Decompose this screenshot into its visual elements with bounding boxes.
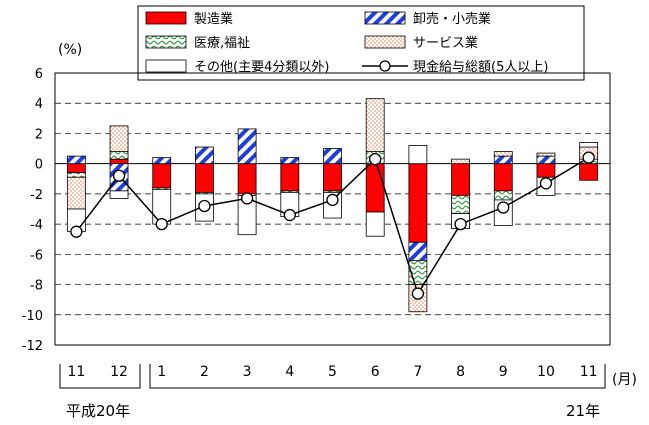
total-wages-point (411, 287, 425, 300)
legend-label-total-wages: 現金給与総額(5人以上) (413, 59, 548, 75)
total-wages-point (70, 225, 83, 238)
x-tick-label: 2 (200, 364, 209, 380)
legend-label-services: サービス業 (413, 35, 478, 51)
x-tick-label: 1 (157, 364, 166, 380)
x-unit-label: (月) (612, 372, 637, 388)
y-tick-label: 4 (35, 97, 43, 112)
y-tick-label: -2 (30, 188, 43, 203)
bar-manufacturing (195, 163, 214, 193)
x-tick-label: 11 (67, 364, 85, 380)
total-wages-point (112, 169, 126, 182)
bar-manufacturing (109, 158, 129, 165)
bar-manufacturing (365, 163, 385, 213)
bar-other (408, 145, 428, 165)
bar-wholesale-retail (280, 157, 300, 165)
bar-wholesale-retail (152, 157, 172, 165)
x-tick-label: 8 (456, 364, 465, 380)
plot-frame (54, 72, 611, 346)
legend-swatch-wholesale-retail (364, 11, 406, 25)
x-tick-label: 9 (499, 364, 508, 380)
x-tick-label: 11 (580, 364, 598, 380)
bar-other (365, 211, 385, 237)
bar-manufacturing (323, 163, 342, 192)
legend-label-manufacturing: 製造業 (194, 11, 233, 27)
bar-medical-welfare (493, 190, 513, 201)
y-unit-label: (%) (58, 42, 82, 58)
era-label-2009: 21年 (566, 402, 600, 420)
y-tick-label: 2 (35, 127, 43, 142)
legend-swatch-manufacturing (145, 11, 187, 25)
x-tick-label: 3 (243, 364, 252, 380)
y-tick-label: -6 (30, 248, 43, 263)
legend-label-wholesale-retail: 卸売・小売業 (413, 11, 491, 27)
legend-swatch-medical-welfare (145, 35, 187, 49)
y-tick-label: -8 (30, 279, 43, 294)
y-tick-label: 0 (35, 158, 43, 173)
total-wages-point (497, 201, 510, 214)
legend-marker-total-wages (379, 60, 391, 72)
bar-wholesale-retail (408, 241, 428, 261)
legend-frame (137, 5, 585, 81)
bar-wholesale-retail (66, 155, 86, 165)
bar-manufacturing (451, 163, 470, 196)
x-tick-label: 10 (537, 364, 555, 380)
era-bracket-2008 (59, 364, 141, 389)
bar-other (109, 190, 129, 199)
bar-medical-welfare (66, 172, 86, 178)
x-axis-labels: 11 12 1 2 3 4 5 6 7 8 9 10 11 (67, 364, 597, 380)
y-tick-label: -4 (30, 218, 43, 233)
bar-services (536, 152, 556, 157)
era-label-2008: 平成20年 (66, 402, 130, 420)
bar-wholesale-retail (323, 148, 342, 165)
bar-wholesale-retail (493, 155, 513, 165)
total-wages-point (198, 199, 211, 213)
bar-manufacturing (237, 163, 257, 195)
bar-medical-welfare (109, 151, 129, 160)
bar-manufacturing (66, 163, 86, 174)
bar-wholesale-retail (195, 146, 214, 165)
total-wages-point (369, 152, 382, 166)
total-wages-point (326, 193, 339, 207)
total-wages-point (582, 151, 595, 164)
y-axis-ticks: 6 4 2 0 -2 -4 -6 -8 -10 -12 (22, 67, 43, 354)
y-tick-label: 6 (35, 67, 43, 82)
legend: 製造業 卸売・小売業 医療,福祉 サービス業 その他(主要4分類以外) 現金給与… (137, 5, 585, 81)
bar-manufacturing (536, 163, 556, 178)
legend-label-medical-welfare: 医療,福祉 (194, 36, 250, 51)
bar-manufacturing (152, 163, 172, 189)
bar-manufacturing (579, 163, 599, 181)
y-tick-label: -12 (22, 339, 43, 354)
era-bracket-2009 (149, 364, 606, 389)
total-wages-point (240, 192, 254, 205)
total-wages-point (539, 177, 553, 190)
total-wages-point (283, 208, 296, 222)
bar-services (66, 176, 86, 210)
bar-services (451, 158, 470, 165)
bar-services (493, 151, 513, 157)
grid (54, 72, 611, 346)
bar-manufacturing (493, 163, 513, 192)
x-tick-label: 12 (110, 364, 128, 380)
total-wages-line (70, 151, 595, 300)
legend-label-other: その他(主要4分類以外) (194, 60, 329, 75)
bar-services (109, 125, 129, 152)
total-wages-point (155, 217, 168, 231)
era-brackets: 平成20年 21年 (59, 364, 606, 420)
bar-wholesale-retail (237, 128, 257, 165)
y-tick-label: -10 (22, 309, 43, 324)
bar-manufacturing (408, 163, 428, 243)
x-tick-label: 5 (328, 364, 337, 380)
total-wages-point (454, 217, 467, 231)
bar-services (365, 98, 385, 152)
x-tick-label: 7 (413, 364, 422, 380)
bar-wholesale-retail (536, 155, 556, 165)
bar-medical-welfare (451, 194, 470, 214)
bar-other (579, 142, 599, 148)
legend-swatch-services (364, 35, 406, 49)
bar-manufacturing (280, 163, 300, 192)
x-tick-label: 6 (371, 364, 380, 380)
legend-swatch-other (145, 59, 187, 73)
x-tick-label: 4 (285, 364, 294, 380)
